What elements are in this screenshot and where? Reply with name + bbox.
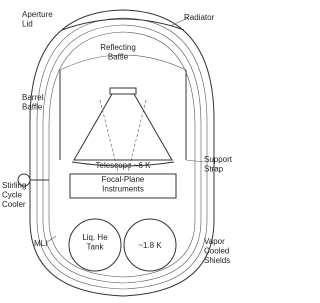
helium-tank [123, 218, 177, 272]
shield-2 [42, 24, 202, 284]
label: Cycle [2, 191, 23, 200]
label: Radiator [184, 13, 215, 22]
shield-3 [48, 31, 196, 278]
leader-line [169, 17, 189, 27]
label: Liq. He [82, 233, 108, 242]
label: MLI [34, 239, 47, 248]
label: Lid [22, 20, 33, 29]
label: Aperture [22, 10, 53, 19]
cryostat-diagram: ApertureLidRadiatorReflectingBaffleBarre… [2, 9, 233, 297]
label: Baffle [108, 53, 129, 62]
label: Barrel [22, 93, 44, 102]
label: Stirling [2, 181, 26, 190]
primary-mirror [71, 161, 175, 167]
outer-shell [29, 9, 215, 297]
label: Baffle [22, 103, 43, 112]
light-path [99, 99, 147, 173]
label: Cooler [2, 200, 26, 209]
label: Vapor [204, 237, 225, 246]
label: Tank [87, 243, 105, 252]
shield-1 [36, 17, 208, 290]
label: Instruments [102, 185, 144, 194]
label: Shields [204, 256, 230, 265]
secondary-mirror [109, 87, 137, 95]
label: Support [204, 155, 233, 164]
label: Telescope ~6 K [96, 161, 152, 170]
leader-line [185, 159, 205, 163]
helium-tank [68, 218, 122, 272]
label: Focal-Plane [102, 175, 145, 184]
reflecting-baffle [59, 54, 187, 71]
label: ~1.8 K [138, 241, 162, 250]
label: Reflecting [100, 43, 136, 52]
focal-plane-box [69, 173, 177, 199]
label: Cooled [204, 247, 229, 256]
telescope-tube [73, 93, 173, 161]
label: Strap [204, 165, 224, 174]
leader-line [45, 235, 57, 244]
